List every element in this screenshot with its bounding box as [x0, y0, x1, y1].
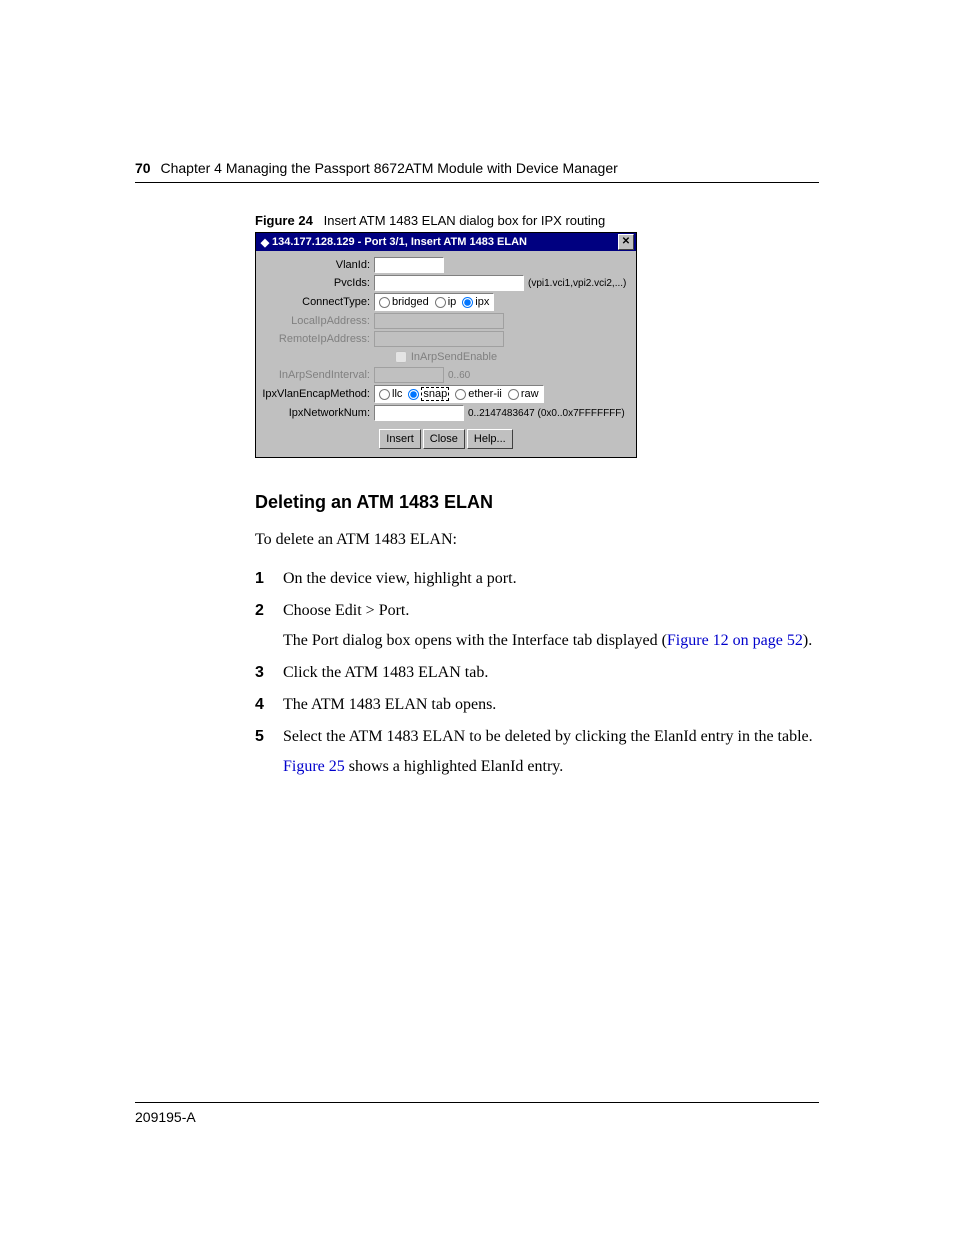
figure-label: Figure 24 [255, 213, 313, 228]
step-text: Choose Edit > Port. [283, 602, 409, 619]
step-2: 2 Choose Edit > Port. The Port dialog bo… [255, 599, 819, 653]
ipxencap-label: IpxVlanEncapMethod: [262, 388, 374, 400]
step-text: The ATM 1483 ELAN tab opens. [283, 693, 819, 717]
help-button[interactable]: Help... [467, 429, 513, 449]
ipxnet-hint: 0..2147483647 (0x0..0x7FFFFFFF) [468, 408, 625, 419]
inarp-enable-label: InArpSendEnable [411, 351, 497, 363]
insert-elan-dialog: ◆ 134.177.128.129 - Port 3/1, Insert ATM… [255, 232, 637, 458]
step-number: 1 [255, 567, 283, 591]
step-1: 1 On the device view, highlight a port. [255, 567, 819, 591]
step-subtext: Figure 25 shows a highlighted ElanId ent… [283, 755, 819, 779]
running-header: 70 Chapter 4 Managing the Passport 8672A… [135, 160, 819, 183]
dialog-body: VlanId: PvcIds: (vpi1.vci1,vpi2.vci2,...… [256, 251, 636, 457]
step-5: 5 Select the ATM 1483 ELAN to be deleted… [255, 725, 819, 779]
pvcids-hint: (vpi1.vci1,vpi2.vci2,...) [528, 278, 626, 289]
dialog-titlebar: ◆ 134.177.128.129 - Port 3/1, Insert ATM… [256, 233, 636, 251]
dialog-button-row: Insert Close Help... [262, 429, 630, 449]
inarp-enable-checkbox: InArpSendEnable [395, 351, 497, 363]
ipxencap-group: llc snap ether-ii raw [374, 385, 544, 403]
ipxnet-input[interactable] [374, 405, 464, 421]
step-subtext: The Port dialog box opens with the Inter… [283, 629, 819, 653]
footer-rule [135, 1102, 819, 1103]
close-button[interactable]: Close [423, 429, 465, 449]
step-text: Click the ATM 1483 ELAN tab. [283, 661, 819, 685]
connecttype-ip[interactable]: ip [435, 296, 457, 308]
inarp-enable-row: InArpSendEnable [262, 351, 630, 363]
step-3: 3 Click the ATM 1483 ELAN tab. [255, 661, 819, 685]
connecttype-group: bridged ip ipx [374, 293, 494, 311]
ipxencap-snap[interactable]: snap [408, 387, 449, 401]
insert-button[interactable]: Insert [379, 429, 421, 449]
step-number: 2 [255, 599, 283, 653]
figure-caption: Figure 24 Insert ATM 1483 ELAN dialog bo… [255, 213, 819, 228]
ipxencap-etherii[interactable]: ether-ii [455, 388, 502, 400]
figure12-link[interactable]: Figure 12 on page 52 [667, 632, 803, 649]
doc-number: 209195-A [135, 1109, 819, 1125]
connecttype-label: ConnectType: [262, 296, 374, 308]
step-number: 4 [255, 693, 283, 717]
steps-list: 1 On the device view, highlight a port. … [255, 567, 819, 779]
step-number: 3 [255, 661, 283, 685]
dialog-title: 134.177.128.129 - Port 3/1, Insert ATM 1… [272, 236, 618, 248]
step-4: 4 The ATM 1483 ELAN tab opens. [255, 693, 819, 717]
connecttype-ipx[interactable]: ipx [462, 296, 489, 308]
step-number: 5 [255, 725, 283, 779]
app-icon: ◆ [258, 236, 272, 249]
remoteip-input [374, 331, 504, 347]
step-text: Select the ATM 1483 ELAN to be deleted b… [283, 728, 813, 745]
inarp-enable-input [395, 351, 407, 363]
ipxencap-llc[interactable]: llc [379, 388, 402, 400]
ipxencap-raw[interactable]: raw [508, 388, 539, 400]
pvcids-input[interactable] [374, 275, 524, 291]
page-number: 70 [135, 160, 151, 176]
section-lead: To delete an ATM 1483 ELAN: [255, 531, 819, 549]
inarp-interval-hint: 0..60 [448, 370, 470, 381]
close-icon[interactable]: ✕ [618, 234, 634, 250]
page-footer: 209195-A [135, 1102, 819, 1125]
localip-label: LocalIpAddress: [262, 315, 374, 327]
vlanid-label: VlanId: [262, 259, 374, 271]
connecttype-bridged[interactable]: bridged [379, 296, 429, 308]
figure-caption-text: Insert ATM 1483 ELAN dialog box for IPX … [324, 213, 606, 228]
inarp-interval-label: InArpSendInterval: [262, 369, 374, 381]
remoteip-label: RemoteIpAddress: [262, 333, 374, 345]
pvcids-label: PvcIds: [262, 277, 374, 289]
localip-input [374, 313, 504, 329]
figure25-link[interactable]: Figure 25 [283, 758, 345, 775]
step-text: On the device view, highlight a port. [283, 567, 819, 591]
chapter-title: Chapter 4 Managing the Passport 8672ATM … [160, 160, 617, 176]
inarp-interval-input [374, 367, 444, 383]
ipxnet-label: IpxNetworkNum: [262, 407, 374, 419]
section-heading: Deleting an ATM 1483 ELAN [255, 492, 819, 513]
vlanid-input[interactable] [374, 257, 444, 273]
